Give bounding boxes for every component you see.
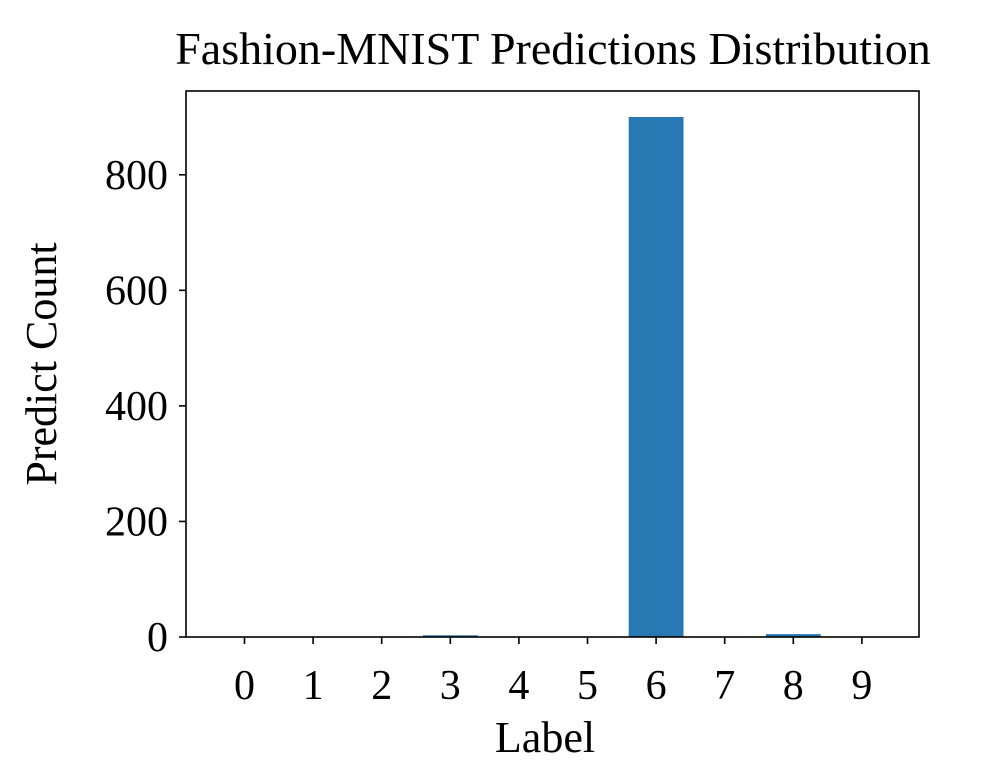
bar-3 bbox=[422, 635, 478, 637]
y-tick-label: 0 bbox=[147, 615, 168, 661]
plot-frame bbox=[185, 90, 920, 638]
x-tick-label: 3 bbox=[440, 663, 461, 709]
y-tick-label: 600 bbox=[105, 268, 168, 314]
x-tick-label: 7 bbox=[714, 663, 735, 709]
bars-group bbox=[422, 117, 821, 637]
x-tick-label: 8 bbox=[783, 663, 804, 709]
y-tick-label: 400 bbox=[105, 384, 168, 430]
x-tick-label: 5 bbox=[577, 663, 598, 709]
x-tick-label: 1 bbox=[303, 663, 324, 709]
y-tick-label: 800 bbox=[105, 153, 168, 199]
chart-title: Fashion-MNIST Predictions Distribution bbox=[175, 23, 931, 74]
x-tick-label: 4 bbox=[508, 663, 529, 709]
x-tick-label: 0 bbox=[234, 663, 255, 709]
x-tick-label: 2 bbox=[371, 663, 392, 709]
bar-8 bbox=[765, 634, 821, 637]
x-axis-label: Label bbox=[495, 713, 595, 762]
y-tick-label: 200 bbox=[105, 499, 168, 545]
x-axis-ticks: 0 1 2 3 4 5 6 7 8 9 bbox=[234, 637, 872, 709]
x-tick-label: 9 bbox=[851, 663, 872, 709]
x-tick-label: 6 bbox=[646, 663, 667, 709]
bar-6 bbox=[628, 117, 684, 637]
y-axis-label: Predict Count bbox=[17, 242, 66, 485]
y-axis-ticks: 0 200 400 600 800 bbox=[105, 153, 186, 661]
